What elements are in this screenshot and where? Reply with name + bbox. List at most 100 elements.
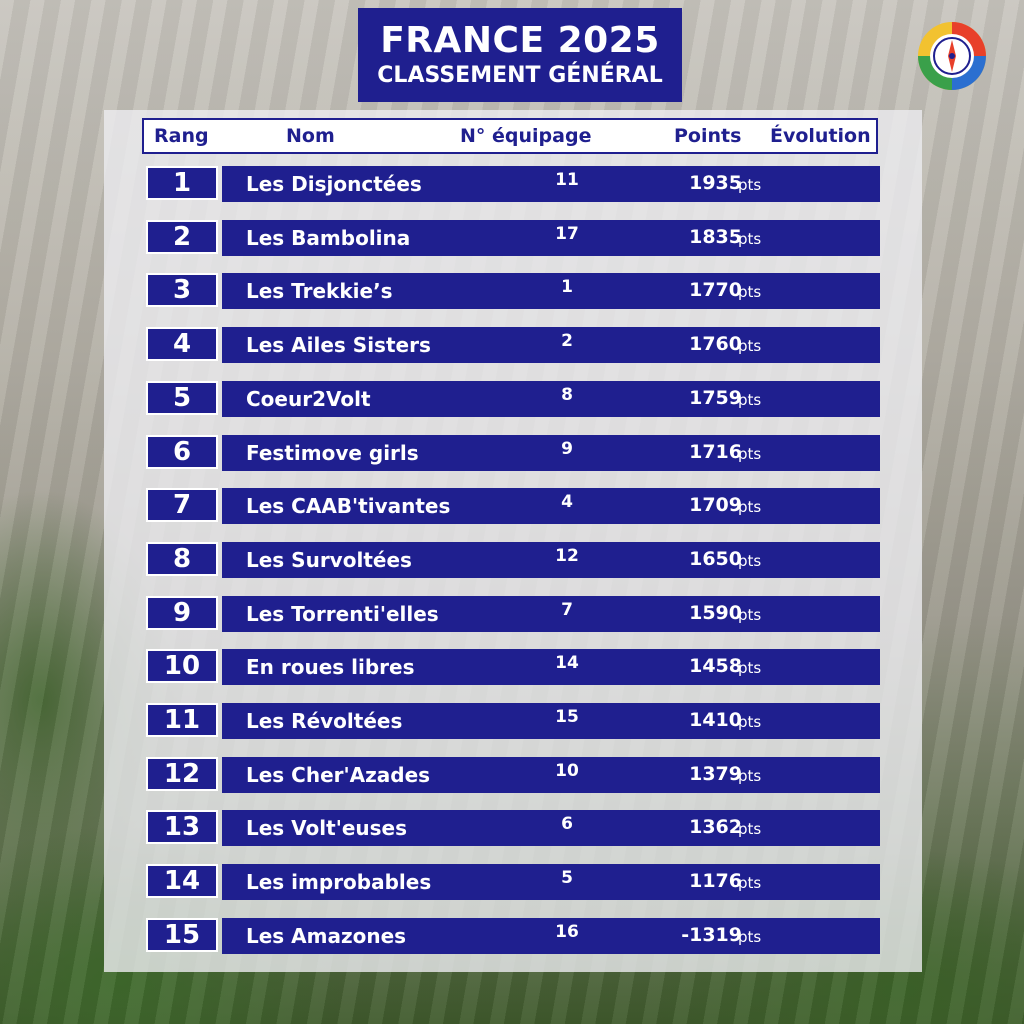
table-row: 3 Les Trekkie’s 1 1770 pts <box>146 273 882 311</box>
crew-number: 14 <box>555 653 579 673</box>
header-rank: Rang <box>154 125 209 147</box>
crew-number: 5 <box>561 868 573 888</box>
points-value: 1770 <box>689 279 742 301</box>
points-value: -1319 <box>681 924 742 946</box>
event-logo-icon <box>918 22 986 90</box>
rank-badge: 1 <box>146 166 218 200</box>
points-unit: pts <box>738 874 762 892</box>
rank-badge: 8 <box>146 542 218 576</box>
table-row: 6 Festimove girls 9 1716 pts <box>146 435 882 473</box>
points-value: 1935 <box>689 172 742 194</box>
crew-number: 11 <box>555 170 579 190</box>
page-subtitle: CLASSEMENT GÉNÉRAL <box>377 63 663 88</box>
team-name: Les Survoltées <box>246 548 412 572</box>
row-bar: Les Révoltées 15 1410 pts <box>222 703 880 739</box>
team-name: Festimove girls <box>246 441 419 465</box>
table-row: 5 Coeur2Volt 8 1759 pts <box>146 381 882 419</box>
points-value: 1379 <box>689 763 742 785</box>
row-bar: Les Survoltées 12 1650 pts <box>222 542 880 578</box>
rank-badge: 5 <box>146 381 218 415</box>
team-name: Les Cher'Azades <box>246 763 431 787</box>
points-unit: pts <box>738 767 762 785</box>
rank-badge: 14 <box>146 864 218 898</box>
page-title: FRANCE 2025 <box>380 20 660 61</box>
team-name: Les Ailes Sisters <box>246 333 431 357</box>
row-bar: Les improbables 5 1176 pts <box>222 864 880 900</box>
table-header: Rang Nom N° équipage Points Évolution <box>142 118 878 154</box>
points-value: 1759 <box>689 387 742 409</box>
crew-number: 10 <box>555 761 579 781</box>
team-name: Les Bambolina <box>246 226 411 250</box>
points-unit: pts <box>738 283 762 301</box>
crew-number: 4 <box>561 492 573 512</box>
crew-number: 6 <box>561 814 573 834</box>
team-name: Les Trekkie’s <box>246 279 393 303</box>
table-row: 4 Les Ailes Sisters 2 1760 pts <box>146 327 882 365</box>
points-value: 1458 <box>689 655 742 677</box>
row-bar: Les CAAB'tivantes 4 1709 pts <box>222 488 880 524</box>
points-value: 1590 <box>689 602 742 624</box>
points-unit: pts <box>738 445 762 463</box>
table-row: 2 Les Bambolina 17 1835 pts <box>146 220 882 258</box>
table-row: 15 Les Amazones 16 -1319 pts <box>146 918 882 956</box>
table-row: 11 Les Révoltées 15 1410 pts <box>146 703 882 741</box>
rank-badge: 11 <box>146 703 218 737</box>
crew-number: 7 <box>561 600 573 620</box>
rank-badge: 9 <box>146 596 218 630</box>
rank-badge: 15 <box>146 918 218 952</box>
points-unit: pts <box>738 606 762 624</box>
points-unit: pts <box>738 659 762 677</box>
crew-number: 2 <box>561 331 573 351</box>
row-bar: Les Ailes Sisters 2 1760 pts <box>222 327 880 363</box>
team-name: En roues libres <box>246 655 415 679</box>
crew-number: 15 <box>555 707 579 727</box>
table-row: 14 Les improbables 5 1176 pts <box>146 864 882 902</box>
team-name: Les Amazones <box>246 924 407 948</box>
header-evolution: Évolution <box>770 125 871 147</box>
team-name: Les CAAB'tivantes <box>246 494 451 518</box>
row-bar: Festimove girls 9 1716 pts <box>222 435 880 471</box>
row-bar: Les Bambolina 17 1835 pts <box>222 220 880 256</box>
rank-badge: 12 <box>146 757 218 791</box>
rank-badge: 13 <box>146 810 218 844</box>
table-row: 7 Les CAAB'tivantes 4 1709 pts <box>146 488 882 526</box>
points-value: 1835 <box>689 226 742 248</box>
points-value: 1362 <box>689 816 742 838</box>
title-banner: FRANCE 2025 CLASSEMENT GÉNÉRAL <box>358 8 682 102</box>
team-name: Les Disjonctées <box>246 172 422 196</box>
points-unit: pts <box>738 230 762 248</box>
row-bar: En roues libres 14 1458 pts <box>222 649 880 685</box>
row-bar: Coeur2Volt 8 1759 pts <box>222 381 880 417</box>
points-value: 1716 <box>689 441 742 463</box>
points-value: 1650 <box>689 548 742 570</box>
points-value: 1176 <box>689 870 742 892</box>
team-name: Les improbables <box>246 870 432 894</box>
points-unit: pts <box>738 176 762 194</box>
row-bar: Les Volt'euses 6 1362 pts <box>222 810 880 846</box>
table-row: 1 Les Disjonctées 11 1935 pts <box>146 166 882 204</box>
table-row: 10 En roues libres 14 1458 pts <box>146 649 882 687</box>
header-name: Nom <box>286 125 335 147</box>
crew-number: 12 <box>555 546 579 566</box>
table-row: 8 Les Survoltées 12 1650 pts <box>146 542 882 580</box>
crew-number: 17 <box>555 224 579 244</box>
points-unit: pts <box>738 337 762 355</box>
points-unit: pts <box>738 552 762 570</box>
points-value: 1760 <box>689 333 742 355</box>
rank-badge: 6 <box>146 435 218 469</box>
row-bar: Les Torrenti'elles 7 1590 pts <box>222 596 880 632</box>
crew-number: 1 <box>561 277 573 297</box>
table-row: 12 Les Cher'Azades 10 1379 pts <box>146 757 882 795</box>
rank-badge: 7 <box>146 488 218 522</box>
row-bar: Les Amazones 16 -1319 pts <box>222 918 880 954</box>
team-name: Les Révoltées <box>246 709 403 733</box>
rank-badge: 2 <box>146 220 218 254</box>
row-bar: Les Cher'Azades 10 1379 pts <box>222 757 880 793</box>
team-name: Coeur2Volt <box>246 387 371 411</box>
header-points: Points <box>674 125 742 147</box>
row-bar: Les Disjonctées 11 1935 pts <box>222 166 880 202</box>
team-name: Les Volt'euses <box>246 816 408 840</box>
points-unit: pts <box>738 928 762 946</box>
crew-number: 16 <box>555 922 579 942</box>
points-value: 1709 <box>689 494 742 516</box>
